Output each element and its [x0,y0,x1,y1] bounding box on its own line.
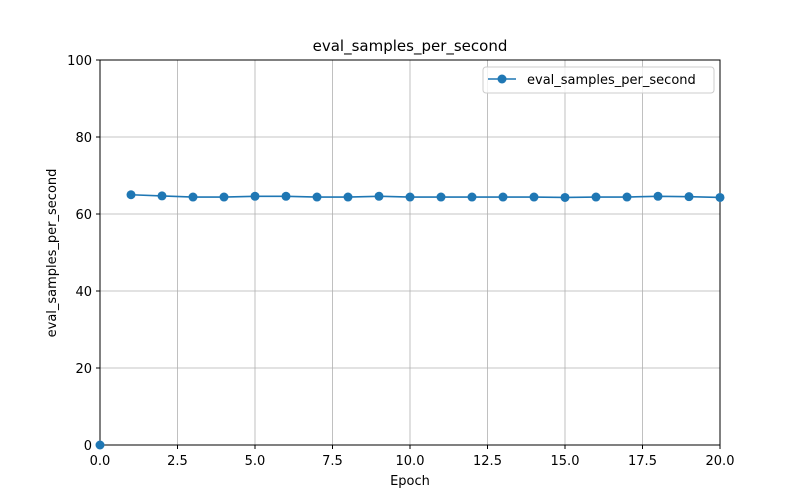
data-point [250,191,260,201]
legend-box [482,66,715,94]
data-point [188,192,198,202]
data-point [374,191,384,201]
x-axis-label: Epoch [390,474,430,489]
data-point [219,192,229,202]
y-tick-label: 60 [75,208,92,223]
data-point [622,192,632,202]
x-tick-label: 15.0 [551,454,580,469]
y-tick-label: 40 [75,285,92,300]
x-tick-label: 12.5 [473,454,502,469]
data-point [312,192,322,202]
x-tick-label: 0.0 [90,454,111,469]
data-point [653,191,663,201]
y-tick-label: 80 [75,131,92,146]
data-point [436,192,446,202]
y-tick-label: 0 [84,439,92,454]
data-point [591,192,601,202]
legend-entry-label: eval_samples_per_second [527,73,696,88]
data-point [281,191,291,201]
data-point [95,440,105,450]
x-tick-label: 7.5 [322,454,343,469]
legend-marker-swatch [497,74,507,84]
x-tick-label: 10.0 [396,454,425,469]
plot-frame [99,59,721,446]
data-point [715,192,725,202]
chart-title: eval_samples_per_second [313,37,508,56]
series-line [130,193,721,199]
axes-layer: 0.0 2.5 5.0 7.5 10.0 12.5 15.0 17.5 20.0 0 20 40 60 8… [67,54,734,469]
data-point [126,190,136,200]
x-tick-label: 2.5 [167,454,188,469]
y-tick-label: 100 [67,54,92,69]
x-tick-label: 5.0 [245,454,266,469]
data-point [405,192,415,202]
x-tick-label: 17.5 [628,454,657,469]
legend: eval_samples_per_second [482,66,715,94]
x-tick-label: 20.0 [706,454,735,469]
data-point [343,192,353,202]
data-point [529,192,539,202]
grid-layer [99,59,721,446]
data-point [560,192,570,202]
series-layer [95,190,725,450]
data-point [157,191,167,201]
data-point [498,192,508,202]
y-axis-label: eval_samples_per_second [45,169,60,338]
data-point [684,192,694,202]
y-tick-label: 20 [75,362,92,377]
data-point [467,192,477,202]
